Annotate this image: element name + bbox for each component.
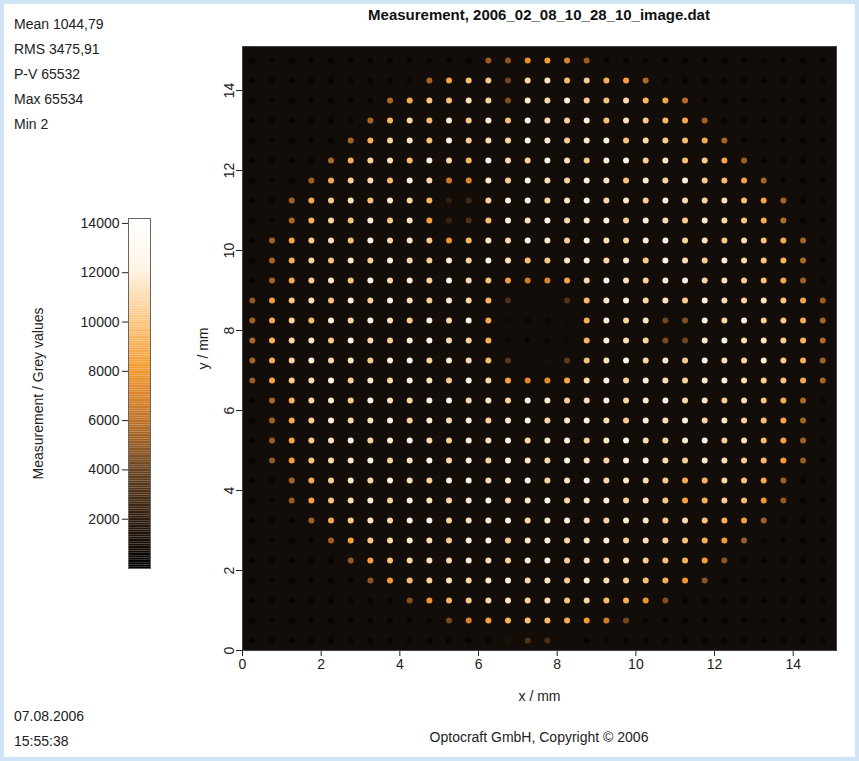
svg-text:6: 6 bbox=[221, 406, 237, 414]
svg-text:8: 8 bbox=[221, 326, 237, 334]
svg-text:4000: 4000 bbox=[88, 461, 119, 477]
html-text:Min 2: Min 2 bbox=[14, 116, 49, 132]
svg-text:14: 14 bbox=[221, 83, 237, 99]
html-text:Mean 1044,79: Mean 1044,79 bbox=[14, 16, 104, 32]
svg-text:12: 12 bbox=[221, 163, 237, 179]
svg-text:14: 14 bbox=[785, 656, 801, 672]
svg-text:2000: 2000 bbox=[88, 511, 119, 527]
svg-text:2: 2 bbox=[317, 656, 325, 672]
svg-text:4: 4 bbox=[396, 656, 404, 672]
svg-text:4: 4 bbox=[221, 486, 237, 494]
svg-text:x / mm: x / mm bbox=[519, 688, 561, 704]
html-text:P-V 65532: P-V 65532 bbox=[14, 66, 81, 82]
svg-text:0: 0 bbox=[239, 656, 247, 672]
svg-text:2: 2 bbox=[221, 566, 237, 574]
html-text:RMS 3475,91: RMS 3475,91 bbox=[14, 41, 100, 57]
svg-text:6: 6 bbox=[475, 656, 483, 672]
svg-text:0: 0 bbox=[221, 646, 237, 654]
svg-text:y / mm: y / mm bbox=[195, 328, 211, 370]
html-text:07.08.2006: 07.08.2006 bbox=[14, 708, 85, 724]
svg-text:Measurement / Grey values: Measurement / Grey values bbox=[30, 308, 46, 480]
svg-text:14000: 14000 bbox=[81, 215, 120, 231]
svg-text:6000: 6000 bbox=[88, 412, 119, 428]
svg-text:8000: 8000 bbox=[88, 363, 119, 379]
svg-text:10: 10 bbox=[628, 656, 644, 672]
svg-text:10000: 10000 bbox=[81, 314, 120, 330]
html-text:Max 65534: Max 65534 bbox=[14, 91, 84, 107]
html-text:15:55:38: 15:55:38 bbox=[14, 733, 69, 749]
svg-text:12: 12 bbox=[707, 656, 723, 672]
svg-text:12000: 12000 bbox=[81, 264, 120, 280]
svg-text:10: 10 bbox=[221, 243, 237, 259]
html-text:Measurement, 2006_02_08_10_28_: Measurement, 2006_02_08_10_28_10_image.d… bbox=[368, 6, 710, 23]
html-text:Optocraft GmbH, Copyright © 20: Optocraft GmbH, Copyright © 2006 bbox=[429, 729, 649, 745]
svg-text:8: 8 bbox=[553, 656, 561, 672]
